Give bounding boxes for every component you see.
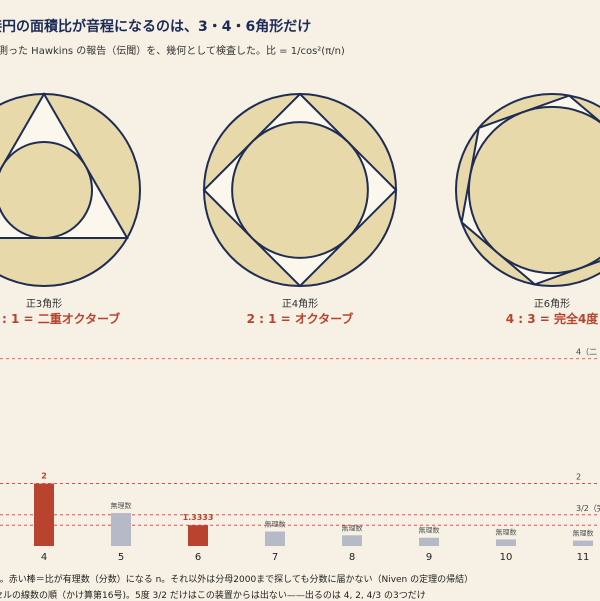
figure-n4 (202, 92, 398, 288)
reference-label-1: 2 (576, 473, 581, 482)
bar-value-label-n11: 無理数 (573, 529, 594, 538)
figure-n3 (0, 91, 141, 287)
bar-n9 (419, 537, 439, 546)
figure-ratio-3: : 1 = 二重オクターブ (2, 311, 120, 326)
footnote-1: n。赤い棒＝比が有理数（分数）になる n。それ以外は分母2000まで探しても分数… (0, 575, 474, 585)
x-tick-n6: 6 (195, 552, 201, 563)
bar-n11 (573, 540, 593, 546)
bar-n4 (34, 483, 54, 546)
inscribed-circle (467, 105, 600, 275)
figure-ratio-4: 2 : 1 = オクターブ (247, 311, 354, 326)
polygon-figures (0, 91, 600, 288)
x-tick-n7: 7 (272, 552, 278, 563)
x-tick-n10: 10 (500, 552, 513, 563)
x-tick-n11: 11 (577, 552, 590, 563)
figure-name-6: 正6角形 (534, 298, 570, 310)
footnote-2: セルの線数の順（かけ算第16号)。5度 3/2 だけはこの装置からは出ない——出… (0, 591, 426, 601)
inscribed-circle (231, 121, 369, 259)
bar-value-label-n5: 無理数 (111, 501, 132, 510)
x-tick-n5: 5 (118, 552, 124, 563)
bar-value-label-n7: 無理数 (265, 520, 286, 529)
ratio-bar-chart: 4（二 2 3/2（完全5 2 4 無理数 5 1.3333 6 無理数 7 無理数 8 無理数 9 無理数 1… (0, 348, 600, 563)
bar-value-label-n10: 無理数 (496, 527, 517, 536)
bar-value-label-n9: 無理数 (419, 526, 440, 535)
x-tick-n9: 9 (426, 552, 432, 563)
page-title: 接円の面積比が音程になるのは、3・4・6角形だけ (0, 19, 312, 35)
bar-value-label-n4: 2 (41, 472, 47, 481)
figure-name-3: 正3角形 (26, 298, 62, 310)
bar-value-label-n8: 無理数 (342, 523, 363, 532)
bar-n10 (496, 539, 516, 546)
figure-name-4: 正4角形 (282, 298, 318, 310)
x-tick-n4: 4 (41, 552, 47, 563)
figure-ratio-6: 4 : 3 = 完全4度 (506, 311, 600, 326)
reference-label-2: 3/2（完全5 (576, 503, 600, 513)
bar-n6 (188, 525, 208, 546)
page-subtitle: を測った Hawkins の報告（伝聞）を、幾何として検査した。比 = 1/co… (0, 46, 345, 57)
reference-label-0: 4（二 (576, 348, 597, 357)
bar-n7 (265, 531, 285, 546)
inscribed-circle (0, 141, 93, 239)
bar-n5 (111, 513, 131, 546)
polygon-labels: 正3角形 : 1 = 二重オクターブ 正4角形 2 : 1 = オクターブ 正6… (2, 298, 599, 326)
x-tick-n8: 8 (349, 552, 355, 563)
bar-n8 (342, 535, 362, 546)
figure-n6 (455, 93, 600, 287)
bar-value-label-n6: 1.3333 (183, 513, 214, 522)
